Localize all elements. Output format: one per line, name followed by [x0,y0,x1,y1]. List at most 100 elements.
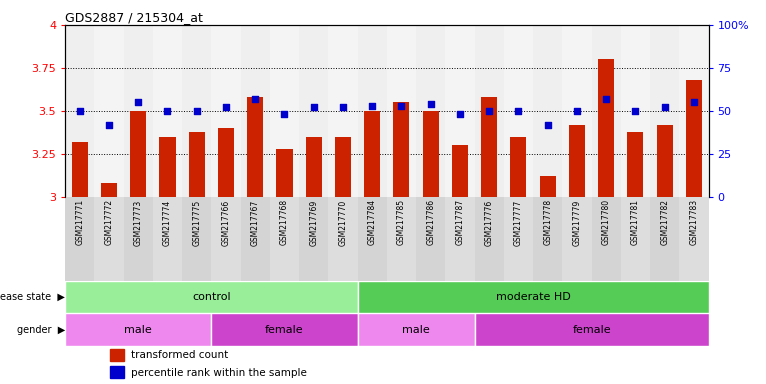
Point [74,108,86,114]
Text: GSM217774: GSM217774 [163,199,172,246]
Bar [358,197,387,281]
Point [249,96,261,102]
Bar [598,60,614,197]
Bar [110,366,124,379]
Bar [299,25,329,197]
Text: GSM217766: GSM217766 [221,199,231,246]
Bar [182,25,211,197]
Bar [329,197,358,281]
Bar [247,97,264,197]
Text: GSM217786: GSM217786 [426,199,435,245]
Text: GSM217787: GSM217787 [456,199,464,245]
Bar [656,125,673,197]
Bar [650,25,679,197]
Bar [686,80,702,197]
Text: GSM217772: GSM217772 [104,199,113,245]
Bar [270,197,299,281]
Point [191,108,203,114]
Bar [679,197,709,281]
Bar [445,25,475,197]
Bar [358,281,709,313]
Bar [475,197,504,281]
Bar [452,145,468,197]
Bar [627,131,643,197]
Text: GSM217771: GSM217771 [75,199,84,245]
Text: GSM217785: GSM217785 [397,199,406,245]
Bar [72,142,88,197]
Bar [211,313,358,346]
Text: male: male [402,324,430,334]
Bar [358,313,475,346]
Bar [394,102,410,197]
Bar [211,197,241,281]
Text: GSM217773: GSM217773 [134,199,142,246]
Bar [65,281,358,313]
Text: percentile rank within the sample: percentile rank within the sample [131,367,306,377]
Bar [591,25,620,197]
Text: disease state  ▶: disease state ▶ [0,292,65,302]
Point [424,101,437,107]
Bar [153,25,182,197]
Bar [65,197,94,281]
Bar [481,97,497,197]
Bar [504,25,533,197]
Text: male: male [124,324,152,334]
Text: GSM217781: GSM217781 [631,199,640,245]
Text: GSM217769: GSM217769 [309,199,318,246]
Text: GSM217784: GSM217784 [368,199,377,245]
Text: GDS2887 / 215304_at: GDS2887 / 215304_at [65,11,203,24]
Bar [445,197,475,281]
Bar [153,197,182,281]
Bar [423,111,439,197]
Text: GSM217775: GSM217775 [192,199,201,246]
Text: female: female [265,324,304,334]
Bar [358,25,387,197]
Bar [94,197,123,281]
Text: GSM217783: GSM217783 [689,199,699,245]
Text: gender  ▶: gender ▶ [17,324,65,334]
Bar [620,197,650,281]
Text: GSM217777: GSM217777 [514,199,523,246]
Bar [123,25,153,197]
Text: GSM217780: GSM217780 [601,199,611,245]
Bar [329,25,358,197]
Point [103,122,115,128]
Bar [416,197,445,281]
Bar [277,149,293,197]
Bar [130,111,146,197]
Bar [101,183,117,197]
Bar [510,137,526,197]
Text: transformed count: transformed count [131,351,228,361]
Text: moderate HD: moderate HD [496,292,571,302]
Bar [540,176,556,197]
Bar [218,128,234,197]
Bar [475,313,709,346]
Text: GSM217782: GSM217782 [660,199,669,245]
Bar [416,25,445,197]
Bar [299,197,329,281]
Point [453,111,466,118]
Bar [306,137,322,197]
Bar [123,197,153,281]
Point [162,108,174,114]
Bar [182,197,211,281]
Bar [569,125,585,197]
Bar [188,131,205,197]
Bar [270,25,299,197]
Text: GSM217770: GSM217770 [339,199,348,246]
Text: GSM217767: GSM217767 [250,199,260,246]
Bar [533,197,562,281]
Bar [211,25,241,197]
Bar [533,25,562,197]
Point [512,108,525,114]
Bar [562,197,591,281]
Text: GSM217778: GSM217778 [543,199,552,245]
Bar [94,25,123,197]
Bar [504,197,533,281]
Bar [620,25,650,197]
Point [395,103,408,109]
Point [278,111,290,118]
Point [571,108,583,114]
Bar [387,25,416,197]
Point [366,103,378,109]
